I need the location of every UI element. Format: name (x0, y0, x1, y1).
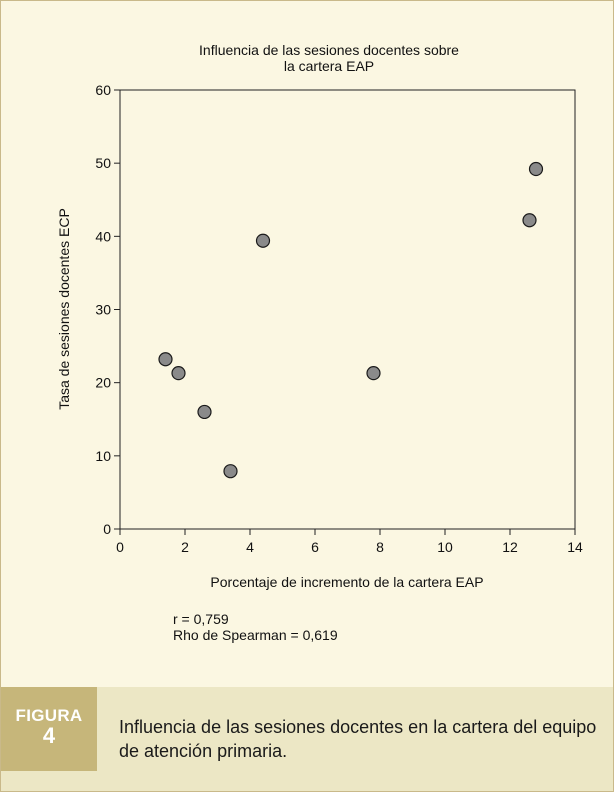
pearson-r: r = 0,759 (173, 611, 229, 627)
x-tick-label: 8 (376, 539, 384, 555)
x-tick-label: 4 (246, 539, 254, 555)
y-tick-label: 30 (95, 302, 111, 318)
data-point (223, 464, 238, 479)
data-points (158, 161, 544, 479)
scatter-plot: 0 2 4 6 8 10 12 14 0 10 20 30 40 50 60 Porcentaje de … (56, 82, 583, 590)
data-point (522, 213, 537, 228)
spearman-rho: Rho de Spearman = 0,619 (173, 627, 338, 643)
data-point (255, 233, 271, 248)
figure-label-word: FIGURA (15, 706, 83, 725)
data-point (197, 404, 212, 420)
x-axis-label: Porcentaje de incremento de la cartera E… (210, 574, 483, 590)
data-point (528, 161, 544, 177)
y-tick-label: 40 (95, 228, 111, 244)
chart-title-line-2: la cartera EAP (283, 58, 375, 74)
y-tick-label: 60 (95, 82, 111, 98)
plot-area (119, 89, 576, 530)
chart-title-line-1: Influencia de las sesiones docentes sobr… (199, 42, 459, 58)
figure-label-number: 4 (42, 723, 56, 748)
y-tick-label: 10 (95, 448, 111, 464)
data-point (366, 366, 381, 381)
statistics-block: r = 0,759 Rho de Spearman = 0,619 (173, 611, 338, 643)
x-axis: 0 2 4 6 8 10 12 14 (116, 529, 583, 555)
x-tick-label: 10 (437, 539, 453, 555)
data-point (158, 352, 173, 367)
figure-caption: Influencia de las sesiones docentes en l… (119, 717, 597, 761)
y-axis-label: Tasa de sesiones docentes ECP (56, 208, 72, 410)
x-tick-label: 0 (116, 539, 124, 555)
chart-title: Influencia de las sesiones docentes sobr… (121, 42, 537, 74)
x-tick-label: 12 (502, 539, 518, 555)
data-point (171, 366, 186, 381)
y-tick-label: 50 (95, 155, 111, 171)
y-axis: 0 10 20 30 40 50 60 (95, 82, 120, 537)
y-tick-label: 20 (95, 375, 111, 391)
figure-label: FIGURA 4 (1, 687, 97, 771)
x-tick-label: 2 (181, 539, 189, 555)
y-tick-label: 0 (103, 521, 111, 537)
x-tick-label: 6 (311, 539, 319, 555)
caption-band (1, 687, 613, 791)
x-tick-label: 14 (567, 539, 583, 555)
